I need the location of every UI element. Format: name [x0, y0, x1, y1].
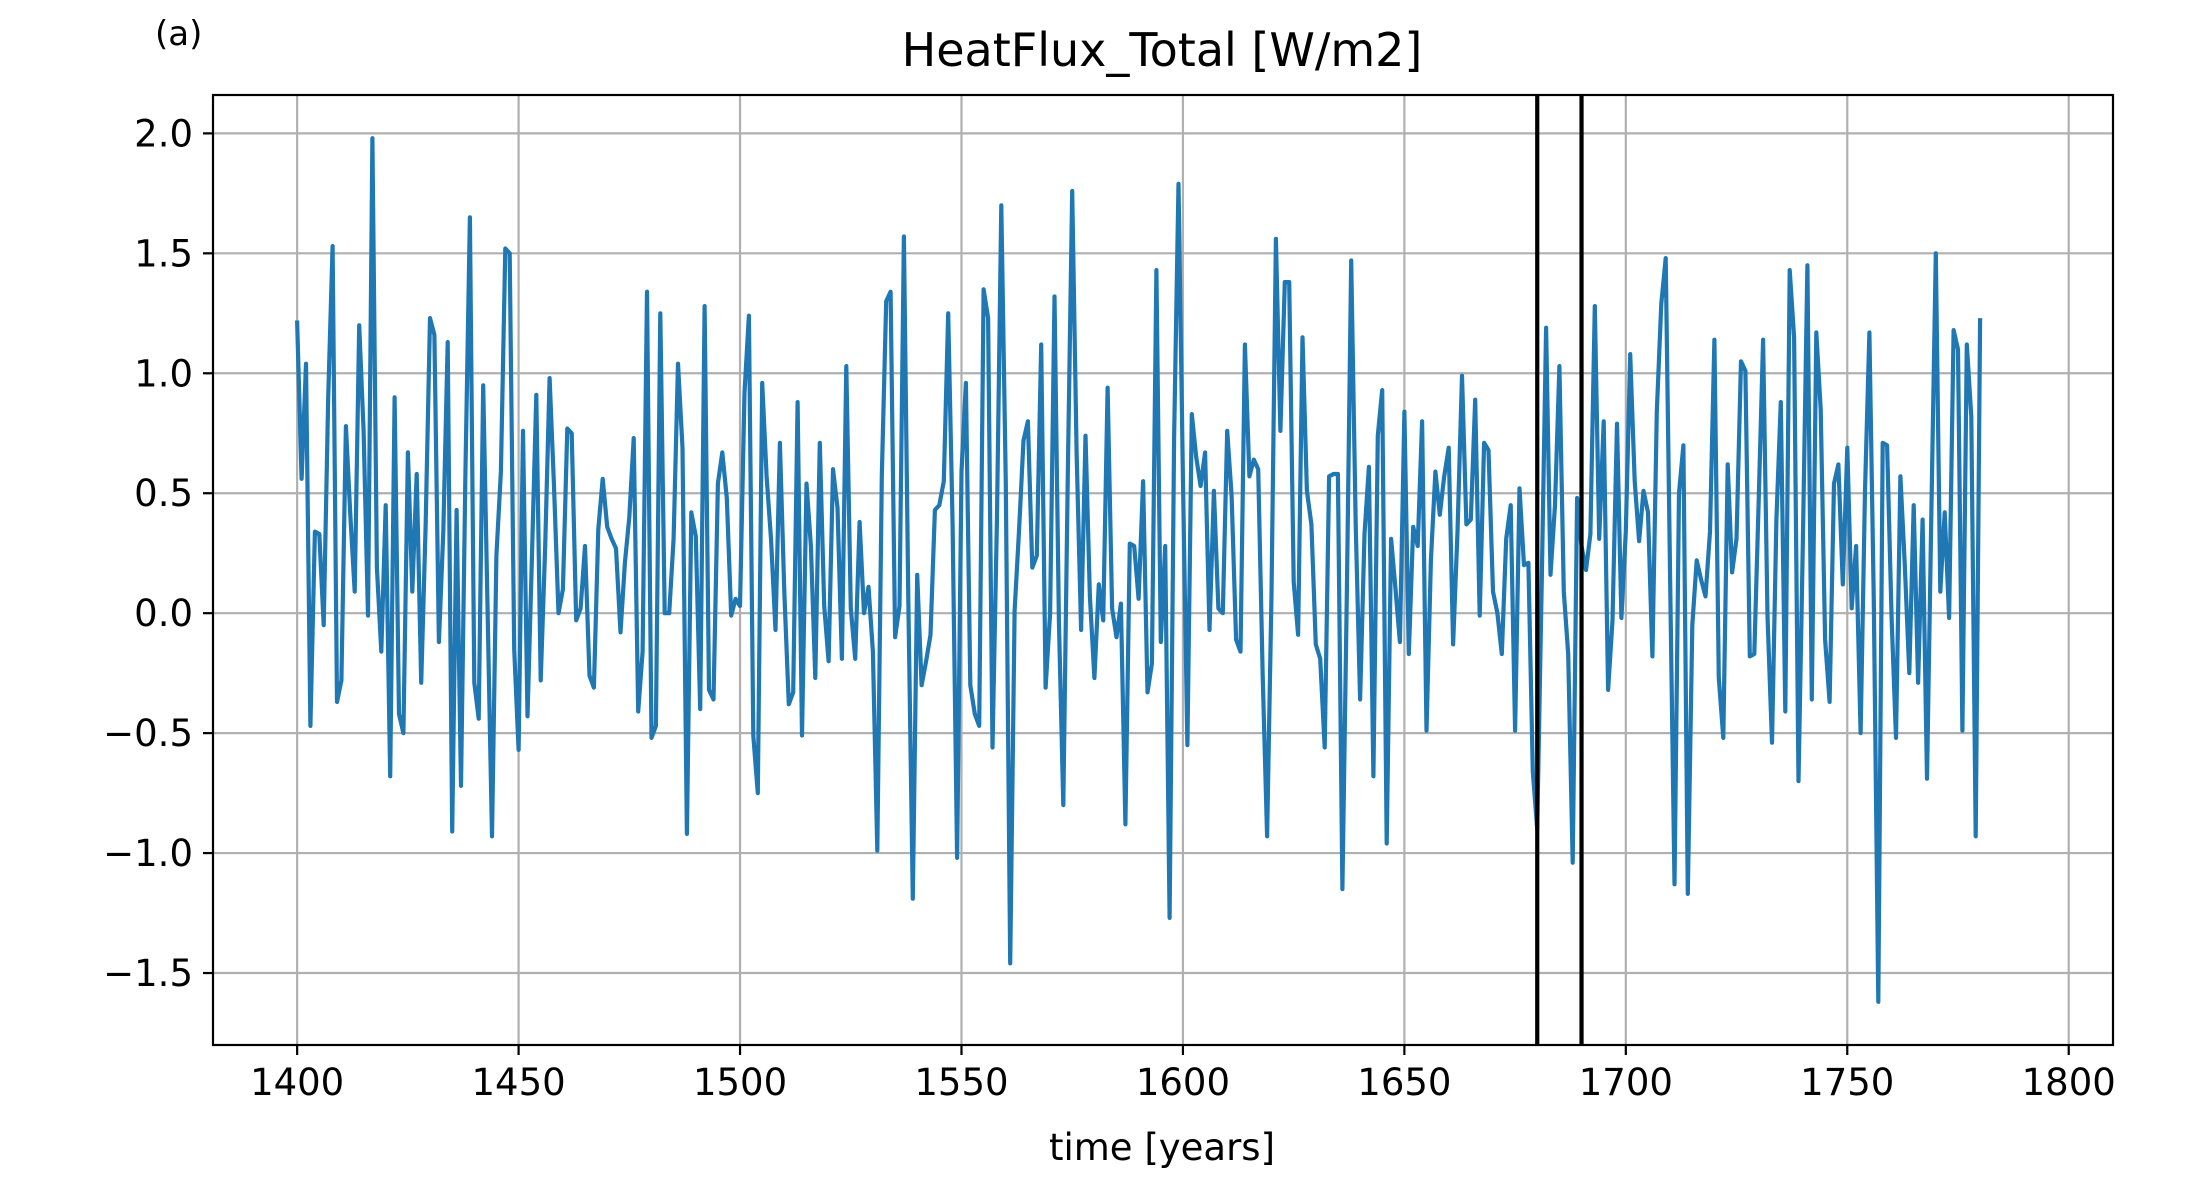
chart-title: HeatFlux_Total [W/m2] [902, 23, 1423, 77]
y-axis-ticks: 2.0 1.5 1.0 0.5 0.0 −0.5 −1.0 −1.5 [103, 112, 213, 995]
y-tick-label: −0.5 [103, 712, 193, 755]
y-tick-label: −1.5 [103, 952, 193, 995]
plot-frame [211, 93, 2115, 1047]
series-line [295, 136, 1983, 1004]
marker-lines [1535, 95, 1584, 1045]
y-tick-label: −1.0 [103, 832, 193, 875]
y-tick-label: 0.0 [134, 592, 193, 635]
panel-label: (a) [155, 14, 202, 54]
x-tick-label: 1550 [914, 1061, 1008, 1104]
series-group [295, 136, 1983, 1004]
x-tick-label: 1450 [472, 1061, 566, 1104]
y-tick-label: 1.0 [134, 352, 193, 395]
x-tick-label: 1400 [250, 1061, 344, 1104]
x-tick-label: 1700 [1579, 1061, 1673, 1104]
y-tick-label: 1.5 [134, 232, 193, 275]
x-axis-ticks: 1400 1450 1500 1550 1600 1650 1700 1750 1800 [250, 1045, 2116, 1104]
x-tick-label: 1500 [693, 1061, 787, 1104]
y-tick-label: 2.0 [134, 112, 193, 155]
x-axis-label: time [years] [1049, 1126, 1275, 1169]
x-tick-label: 1600 [1136, 1061, 1230, 1104]
x-tick-label: 1750 [1800, 1061, 1894, 1104]
y-tick-label: 0.5 [134, 472, 193, 515]
x-tick-label: 1800 [2022, 1061, 2116, 1104]
x-tick-label: 1650 [1357, 1061, 1451, 1104]
